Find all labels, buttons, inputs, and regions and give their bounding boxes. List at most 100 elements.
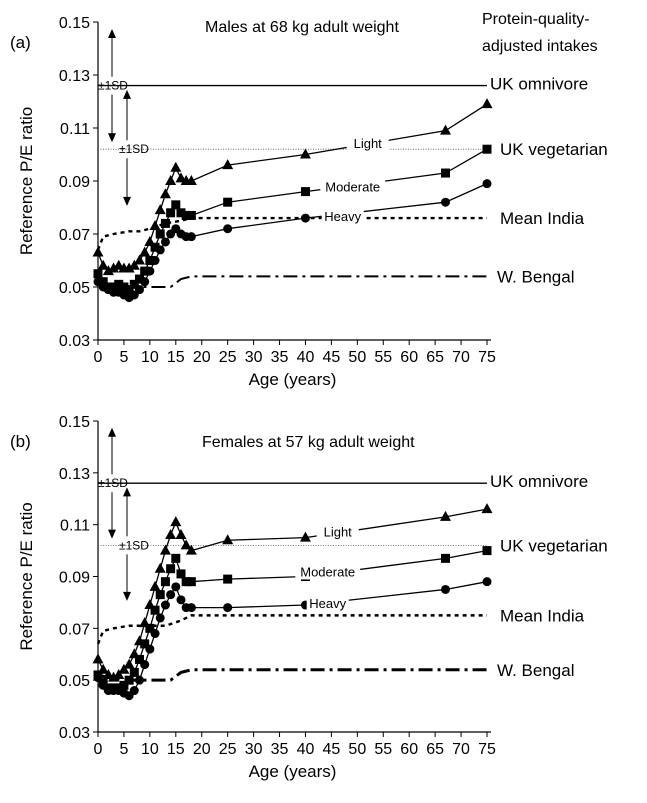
data-point-light (481, 98, 493, 109)
panel-subtitle-line-2: adjusted intakes (482, 38, 598, 55)
panel-title: Females at 57 kg adult weight (202, 434, 415, 451)
sd-arrowhead-down (123, 196, 131, 206)
y-tick-label: 0.03 (59, 725, 90, 742)
data-point-light (154, 204, 166, 215)
data-point-light (440, 510, 452, 521)
data-point-moderate (176, 569, 186, 579)
y-tick-label: 0.09 (59, 174, 90, 191)
series-label-light: Light (354, 136, 383, 151)
data-point-heavy (176, 595, 186, 605)
data-point-heavy (482, 179, 492, 189)
data-point-light (165, 175, 177, 185)
reference-label-mean-india: Mean India (500, 606, 585, 625)
x-tick-label: 20 (193, 349, 211, 366)
x-tick-label: 75 (478, 741, 496, 758)
sd-arrowhead-down (123, 591, 131, 601)
data-point-light (185, 544, 197, 555)
x-tick-label: 75 (478, 349, 496, 366)
series-label-bg (346, 135, 389, 151)
sd-label: ±1SD (98, 79, 128, 93)
data-point-light (149, 580, 161, 591)
x-tick-label: 0 (94, 349, 103, 366)
x-tick-label: 45 (323, 349, 341, 366)
data-point-heavy (140, 660, 150, 670)
panel-label: (b) (10, 432, 31, 451)
data-point-heavy (134, 675, 144, 685)
data-point-moderate (160, 577, 170, 587)
data-point-moderate (166, 208, 176, 218)
chart-panel-b: 0.03 0.05 0.07 0.09 0.11 0.13 0.15 0 5 10 15 20 25 30… (10, 414, 608, 781)
x-tick-label: 45 (323, 741, 341, 758)
x-tick-label: 35 (271, 349, 289, 366)
reference-label-mean-india: Mean India (500, 209, 585, 228)
data-point-light (180, 539, 192, 550)
data-point-moderate (482, 546, 492, 556)
data-point-light (159, 544, 171, 555)
x-tick-label: 50 (348, 741, 366, 758)
y-tick-label: 0.15 (59, 414, 90, 431)
data-point-heavy (186, 603, 196, 613)
data-point-moderate (129, 667, 139, 677)
x-tick-label: 70 (452, 349, 470, 366)
data-point-light (440, 124, 452, 135)
data-point-moderate (145, 256, 155, 265)
sd-arrowhead-up (123, 487, 131, 497)
data-point-heavy (223, 603, 233, 613)
data-point-light (481, 503, 493, 514)
y-tick-label: 0.03 (59, 333, 90, 350)
data-point-moderate (166, 564, 176, 574)
x-tick-label: 60 (400, 741, 418, 758)
x-tick-label: 20 (193, 741, 211, 758)
y-axis-title: Reference P/E ratio (17, 107, 36, 255)
data-point-moderate (109, 282, 119, 292)
panel-subtitle-line-1: Protein-quality- (482, 11, 590, 28)
sd-arrowhead-up (108, 427, 116, 437)
x-tick-label: 40 (297, 349, 315, 366)
data-point-light (299, 148, 311, 159)
reference-label-w-bengal: W. Bengal (497, 267, 575, 286)
panel-label: (a) (10, 33, 31, 52)
data-point-heavy (441, 584, 451, 594)
y-tick-label: 0.11 (60, 121, 90, 138)
sd-arrowhead-down (108, 133, 116, 143)
data-point-moderate (171, 553, 181, 563)
data-point-heavy (150, 629, 160, 639)
x-tick-label: 65 (426, 741, 444, 758)
data-point-heavy (300, 213, 310, 223)
data-point-moderate (124, 675, 134, 685)
data-point-light (185, 175, 197, 185)
sd-arrowhead-down (108, 529, 116, 539)
data-point-light (92, 653, 104, 664)
data-point-heavy (129, 686, 139, 696)
x-tick-label: 15 (167, 349, 185, 366)
data-point-moderate (223, 197, 233, 207)
data-point-moderate (119, 680, 129, 690)
x-tick-label: 30 (245, 349, 263, 366)
x-tick-label: 55 (374, 741, 392, 758)
data-point-heavy (482, 577, 492, 587)
sd-label: ±1SD (119, 142, 149, 156)
data-point-moderate (140, 266, 150, 276)
data-point-moderate (186, 210, 196, 220)
series-label-bg (316, 524, 359, 540)
data-point-light (118, 663, 130, 674)
data-point-light (154, 562, 166, 573)
data-point-light (299, 531, 311, 542)
data-point-heavy (160, 600, 170, 610)
x-tick-label: 50 (348, 349, 366, 366)
x-tick-label: 5 (119, 349, 128, 366)
data-point-light (165, 529, 177, 540)
x-tick-label: 15 (167, 741, 185, 758)
data-point-heavy (145, 644, 155, 654)
sd-arrowhead-up (108, 28, 116, 38)
data-point-moderate (119, 282, 129, 292)
reference-label-uk-omnivore: UK omnivore (490, 75, 588, 94)
data-point-moderate (300, 187, 310, 197)
data-point-light (113, 668, 125, 679)
data-point-moderate (441, 168, 451, 178)
data-point-heavy (155, 613, 165, 623)
data-point-heavy (166, 590, 176, 600)
series-label-bg (306, 596, 349, 612)
sd-arrowhead-up (123, 89, 131, 99)
data-point-light (170, 516, 182, 527)
